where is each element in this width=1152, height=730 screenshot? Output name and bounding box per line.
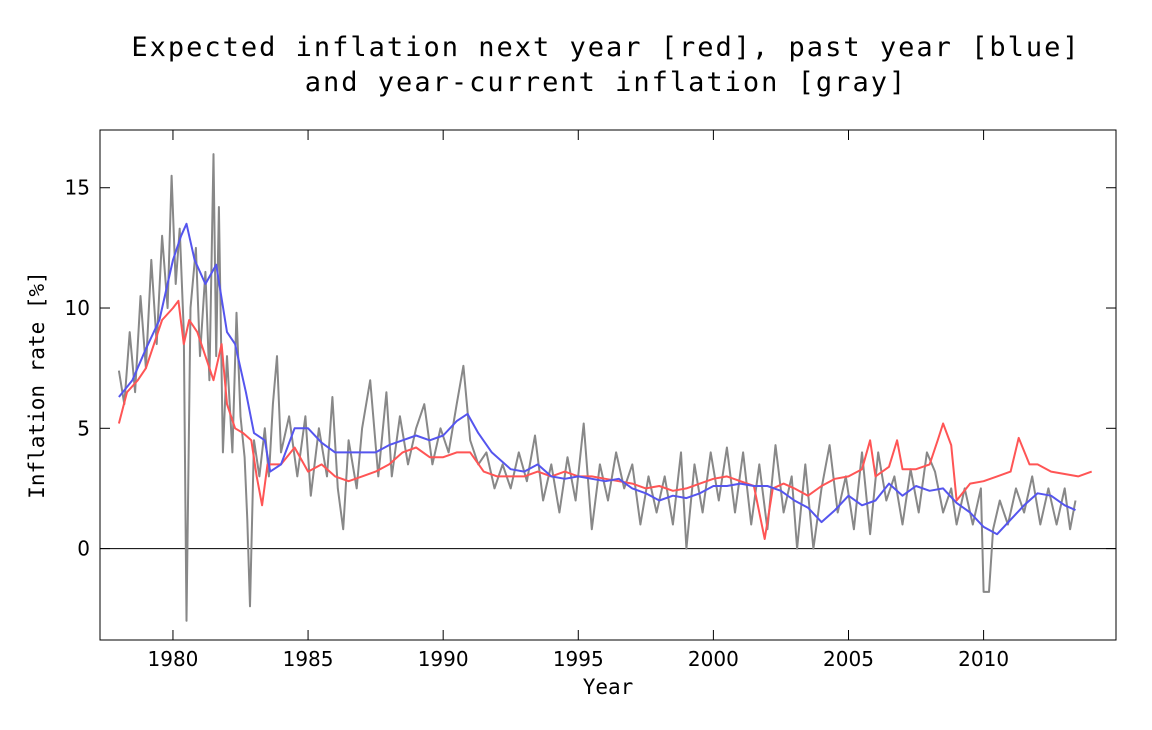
x-tick-label: 1980 [148,647,199,671]
x-tick-label: 1990 [418,647,469,671]
y-axis-label: Inflation rate [%] [25,271,49,499]
chart-title: and year-current inflation [gray] [305,67,907,98]
y-tick-label: 0 [77,537,90,561]
y-tick-label: 5 [77,416,90,440]
x-axis-label: Year [583,675,634,699]
y-tick-label: 10 [65,296,90,320]
x-tick-label: 2005 [823,647,874,671]
x-tick-label: 2000 [688,647,739,671]
series-line [118,222,1076,536]
x-tick-label: 1985 [283,647,334,671]
x-tick-label: 1995 [553,647,604,671]
plot-frame [99,129,1117,641]
series-line [117,153,1077,622]
series-line [117,299,1093,540]
x-tick-label: 2010 [958,647,1009,671]
chart-title: Expected inflation next year [red], past… [131,32,1080,63]
y-tick-label: 15 [65,176,90,200]
